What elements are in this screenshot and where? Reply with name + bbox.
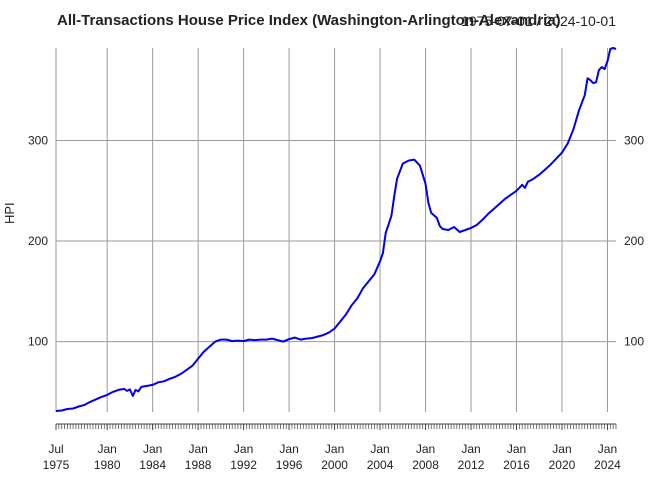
x-tick-month: Jan [325, 442, 344, 456]
x-tick-year: 1996 [276, 458, 303, 472]
x-tick-month: Jan [234, 442, 253, 456]
x-tick-month: Jan [461, 442, 480, 456]
axes [55, 423, 616, 430]
chart-title: All-Transactions House Price Index (Wash… [57, 12, 561, 29]
grid-lines [55, 48, 616, 412]
x-tick-year: 2016 [503, 458, 530, 472]
x-tick-month: Jul [48, 442, 63, 456]
y-tick-label-left: 200 [28, 234, 48, 248]
x-tick-month: Jan [143, 442, 162, 456]
x-tick-month: Jan [97, 442, 116, 456]
y-tick-label-right: 200 [624, 234, 644, 248]
y-tick-label-left: 300 [28, 134, 48, 148]
x-tick-year: 1992 [230, 458, 257, 472]
x-tick-year: 1975 [43, 458, 70, 472]
y-tick-label-right: 100 [624, 335, 644, 349]
x-tick-year: 1980 [94, 458, 121, 472]
series-group [55, 47, 617, 412]
x-tick-year: 2004 [367, 458, 394, 472]
y-tick-label-right: 300 [624, 134, 644, 148]
x-tick-year: 1988 [185, 458, 212, 472]
x-tick-month: Jan [370, 442, 389, 456]
x-tick-year: 2012 [458, 458, 485, 472]
x-tick-year: 2020 [549, 458, 576, 472]
x-tick-year: 2024 [594, 458, 621, 472]
x-tick-month: Jan [598, 442, 617, 456]
x-tick-year: 1984 [139, 458, 166, 472]
series-line [55, 47, 617, 412]
minor-tick-marks [55, 424, 617, 429]
x-tick-month: Jan [416, 442, 435, 456]
x-tick-year: 2000 [321, 458, 348, 472]
x-tick-month: Jan [507, 442, 526, 456]
y-tick-label-left: 100 [28, 335, 48, 349]
x-tick-labels: Jul 1975 Jan 1980 Jan 1984 Jan 1988 Jan 1992 Jan 19… [43, 442, 621, 472]
y-tick-labels: 100 100 200 200 300 300 [28, 134, 644, 349]
date-range-label: 1975-07-01 / 2024-10-01 [461, 13, 616, 29]
x-tick-month: Jan [188, 442, 207, 456]
x-tick-year: 2008 [412, 458, 439, 472]
x-tick-month: Jan [279, 442, 298, 456]
x-tick-month: Jan [552, 442, 571, 456]
